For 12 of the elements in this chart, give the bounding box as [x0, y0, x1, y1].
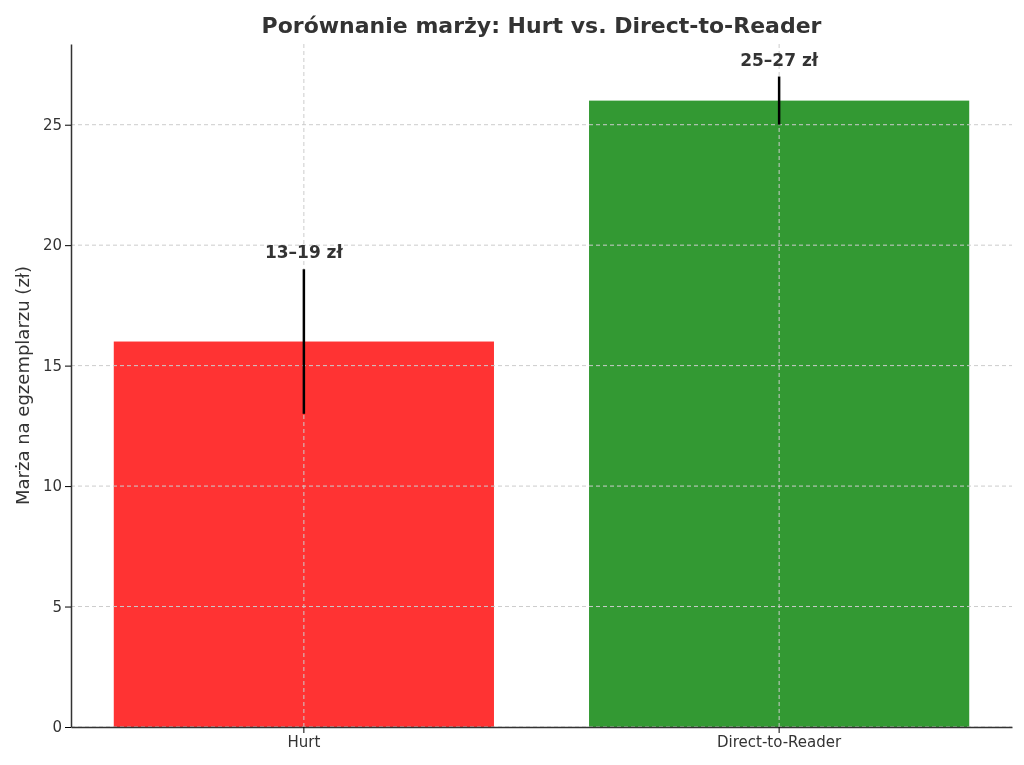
- y-tick-label: 15: [42, 356, 62, 375]
- y-tick-label: 0: [52, 718, 62, 737]
- y-tick-label: 25: [42, 116, 62, 135]
- x-tick-label: Direct-to-Reader: [717, 732, 843, 751]
- x-tick-label: Hurt: [287, 732, 321, 751]
- y-tick-label: 5: [52, 597, 62, 616]
- y-tick-label: 20: [42, 236, 62, 255]
- annotation: 25–27 zł: [740, 49, 819, 70]
- chart-title: Porównanie marży: Hurt vs. Direct-to-Reader: [261, 13, 822, 38]
- y-tick-label: 10: [42, 477, 62, 496]
- y-axis-title: Marża na egzemplarzu (zł): [12, 266, 33, 505]
- annotation: 13–19 zł: [264, 242, 344, 263]
